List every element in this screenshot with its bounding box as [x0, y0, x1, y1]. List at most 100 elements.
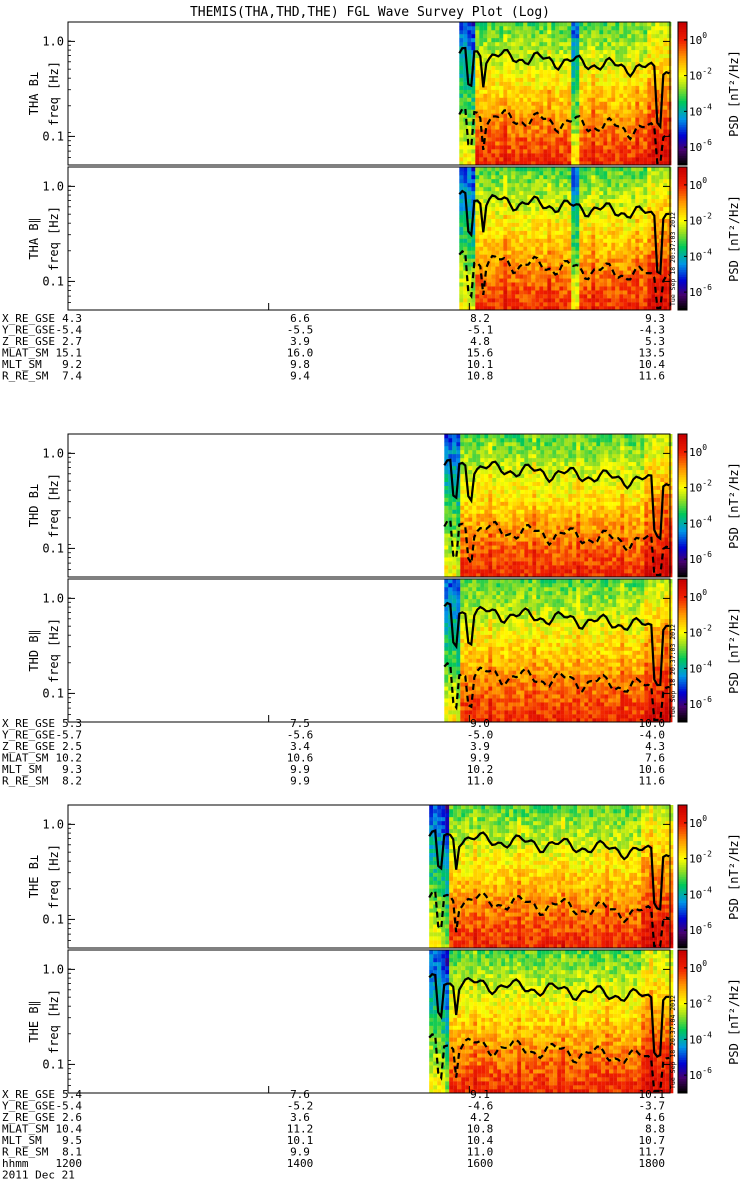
ephemeris-value: 9.9: [290, 1146, 310, 1159]
dashed-trace: [458, 107, 670, 165]
ephemeris-row-name: R_RE_SM: [2, 1146, 49, 1159]
ephemeris-value: 9.9: [470, 752, 490, 765]
colorbar-tick-label: 100: [689, 31, 707, 47]
ephemeris-value: 9.3: [62, 763, 82, 776]
ephemeris-value: -5.4: [56, 1100, 83, 1113]
panel-label: THE B∥: [27, 1000, 41, 1042]
colorbar-tick-label: 10-6: [689, 550, 712, 566]
solid-trace: [428, 829, 670, 911]
ephemeris-value: 10.1: [639, 1088, 666, 1101]
y-tick-label: 0.1: [42, 1057, 64, 1071]
ephemeris-row-name: MLAT_SM: [2, 752, 49, 765]
colorbar-tick-label: 10-2: [689, 67, 712, 83]
ephemeris-value: 9.1: [470, 1088, 490, 1101]
colorbar: 100 10-2 10-4 10-6: [677, 433, 712, 578]
ephemeris-value: 8.8: [645, 1123, 665, 1136]
ephemeris-value: 7.6: [290, 1088, 310, 1101]
ephemeris-value: 3.4: [290, 740, 310, 753]
dashed-trace: [428, 1033, 670, 1093]
ephemeris-value: 11.0: [467, 775, 494, 788]
ephemeris-value: 7.5: [290, 717, 310, 730]
colorbar-tick-label: 100: [689, 176, 707, 192]
ephemeris-value: 9.2: [62, 358, 82, 371]
y-tick-label: 0.1: [42, 686, 64, 700]
ephemeris-value: 10.4: [56, 1123, 83, 1136]
panel-frame: [67, 949, 671, 1094]
ephemeris-row-name: X_RE_GSE: [2, 1088, 55, 1101]
colorbar-tick-label: 10-4: [689, 247, 712, 263]
colorbar-label: PSD [nT²/Hz]: [727, 833, 741, 920]
colorbar-tick-label: 10-6: [689, 1066, 712, 1082]
ephemeris-value: 10.4: [639, 358, 666, 371]
ephemeris-row-name: Y_RE_GSE: [2, 729, 55, 742]
ephemeris-value: -5.6: [287, 729, 314, 742]
ephemeris-value: 11.6: [639, 775, 666, 788]
ephemeris-value: -5.0: [467, 729, 494, 742]
ephemeris-value: 11.6: [639, 370, 666, 383]
ephemeris-value: 5.3: [62, 717, 82, 730]
ephemeris-value: -5.2: [287, 1100, 314, 1113]
ephemeris-table: X_RE_GSE 5.3 7.5 9.0 10.0 Y_RE_GSE -5.7 -5.6 -5.…: [2, 717, 665, 788]
colorbar-tick-label: 10-4: [689, 1030, 712, 1046]
ephemeris-row-name: R_RE_SM: [2, 370, 49, 383]
colorbar: 100 10-2 10-4 10-6: [677, 578, 712, 723]
ephemeris-value: 15.1: [56, 347, 83, 360]
ephemeris-value: 8.2: [470, 312, 490, 325]
y-tick-label: 1.0: [42, 179, 64, 193]
creation-stamp: Tue Sep 18 20:37:03 2012: [669, 624, 677, 718]
ephemeris-value: 4.3: [62, 312, 82, 325]
ephemeris-value: 10.6: [287, 752, 314, 765]
colorbar-label: PSD [nT²/Hz]: [727, 607, 741, 694]
y-axis-label: freq [Hz]: [47, 473, 61, 538]
time-tick-label: 1600: [467, 1157, 494, 1170]
solid-trace: [443, 601, 670, 687]
ephemeris-value: -5.5: [287, 324, 314, 337]
colorbar-tick-label: 10-2: [689, 624, 712, 640]
ephemeris-value: 6.6: [290, 312, 310, 325]
ephemeris-value: 2.5: [62, 740, 82, 753]
time-tick-label: 1200: [56, 1157, 83, 1170]
colorbar: 100 10-2 10-4 10-6: [677, 804, 712, 949]
solid-trace: [458, 46, 670, 130]
panel-frame: [67, 578, 671, 723]
panel-frame: [67, 21, 671, 166]
spectrogram-cells: [444, 434, 673, 578]
ephemeris-value: 4.3: [645, 740, 665, 753]
ephemeris-value: 3.6: [290, 1111, 310, 1124]
ephemeris-row-name: Z_RE_GSE: [2, 740, 55, 753]
ephemeris-value: -4.3: [639, 324, 666, 337]
ephemeris-value: 9.8: [290, 358, 310, 371]
solid-trace: [443, 458, 670, 541]
spectrogram-panel: 1.0 0.1 THA B∥ freq [Hz] 100 10-2 10-4 10-6 PSD …: [27, 166, 741, 311]
ephemeris-table: X_RE_GSE 4.3 6.6 8.2 9.3 Y_RE_GSE -5.4 -5.5 -5.1…: [2, 312, 665, 383]
ephemeris-row-name: MLAT_SM: [2, 1123, 49, 1136]
panel-frame: [67, 804, 671, 949]
y-tick-label: 1.0: [42, 817, 64, 831]
ephemeris-value: 9.9: [290, 763, 310, 776]
ephemeris-value: 13.5: [639, 347, 666, 360]
colorbar: 100 10-2 10-4 10-6: [677, 21, 712, 166]
creation-stamp: Tue Sep 18 20:37:04 2012: [669, 995, 677, 1089]
ephemeris-row-name: MLT_SM: [2, 358, 42, 371]
ephemeris-row-name: Z_RE_GSE: [2, 1111, 55, 1124]
dashed-trace: [458, 249, 670, 310]
dashed-trace: [428, 889, 670, 948]
y-axis-label: freq [Hz]: [47, 206, 61, 271]
colorbar-label: PSD [nT²/Hz]: [727, 462, 741, 549]
ephemeris-row-name: Y_RE_GSE: [2, 1100, 55, 1113]
y-tick-label: 0.1: [42, 129, 64, 143]
colorbar-label: PSD [nT²/Hz]: [727, 195, 741, 282]
colorbar-tick-label: 10-6: [689, 921, 712, 937]
y-tick-label: 1.0: [42, 591, 64, 605]
y-tick-label: 1.0: [42, 962, 64, 976]
panel-label: THA B∥: [27, 217, 41, 259]
time-tick-label: 1400: [287, 1157, 314, 1170]
dashed-trace: [443, 518, 670, 577]
ephemeris-value: 7.4: [62, 370, 82, 383]
dashed-trace: [443, 661, 670, 722]
ephemeris-value: 4.6: [645, 1111, 665, 1124]
time-label: hhmm: [2, 1157, 29, 1170]
ephemeris-value: -3.7: [639, 1100, 666, 1113]
